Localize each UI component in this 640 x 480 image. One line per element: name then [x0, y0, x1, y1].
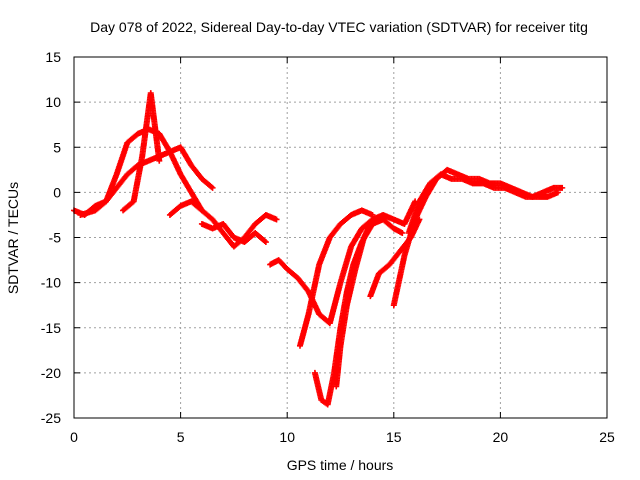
data-point: [156, 157, 163, 164]
series-arc-3: [120, 90, 163, 214]
data-point: [554, 189, 561, 196]
data-point: [261, 238, 268, 245]
x-tick-label: 20: [493, 429, 509, 445]
y-tick-label: -5: [49, 230, 62, 246]
data-point: [399, 229, 406, 236]
x-tick-label: 0: [70, 429, 78, 445]
y-tick-label: -15: [41, 320, 61, 336]
y-tick-label: -25: [41, 410, 61, 426]
chart-title: Day 078 of 2022, Sidereal Day-to-day VTE…: [90, 19, 588, 35]
series-arc-5: [198, 220, 269, 246]
x-axis-label: GPS time / hours: [287, 457, 394, 473]
y-tick-label: 15: [45, 49, 61, 65]
axis-ticks: 0 5 10 15 20 25 -25 -20 -15 -10 -5 0 5 10 15: [41, 49, 615, 445]
y-axis-label: SDTVAR / TECUs: [5, 182, 21, 294]
y-tick-label: 5: [53, 139, 61, 155]
y-tick-label: 0: [53, 184, 61, 200]
series-arc-12: [405, 171, 561, 236]
y-tick-label: -20: [41, 365, 61, 381]
x-tick-label: 25: [599, 429, 615, 445]
data-point: [262, 239, 269, 246]
data-marks: [71, 90, 566, 408]
y-tick-label: 10: [45, 94, 61, 110]
data-point: [273, 216, 280, 223]
data-point: [209, 184, 216, 191]
series-arc-7: [296, 207, 376, 349]
data-point: [559, 184, 566, 191]
data-point: [369, 216, 376, 223]
y-tick-label: -10: [41, 275, 61, 291]
x-tick-label: 10: [279, 429, 295, 445]
series-arc-9: [333, 216, 376, 390]
data-point: [208, 183, 215, 190]
x-tick-label: 5: [177, 429, 185, 445]
x-tick-label: 15: [386, 429, 402, 445]
